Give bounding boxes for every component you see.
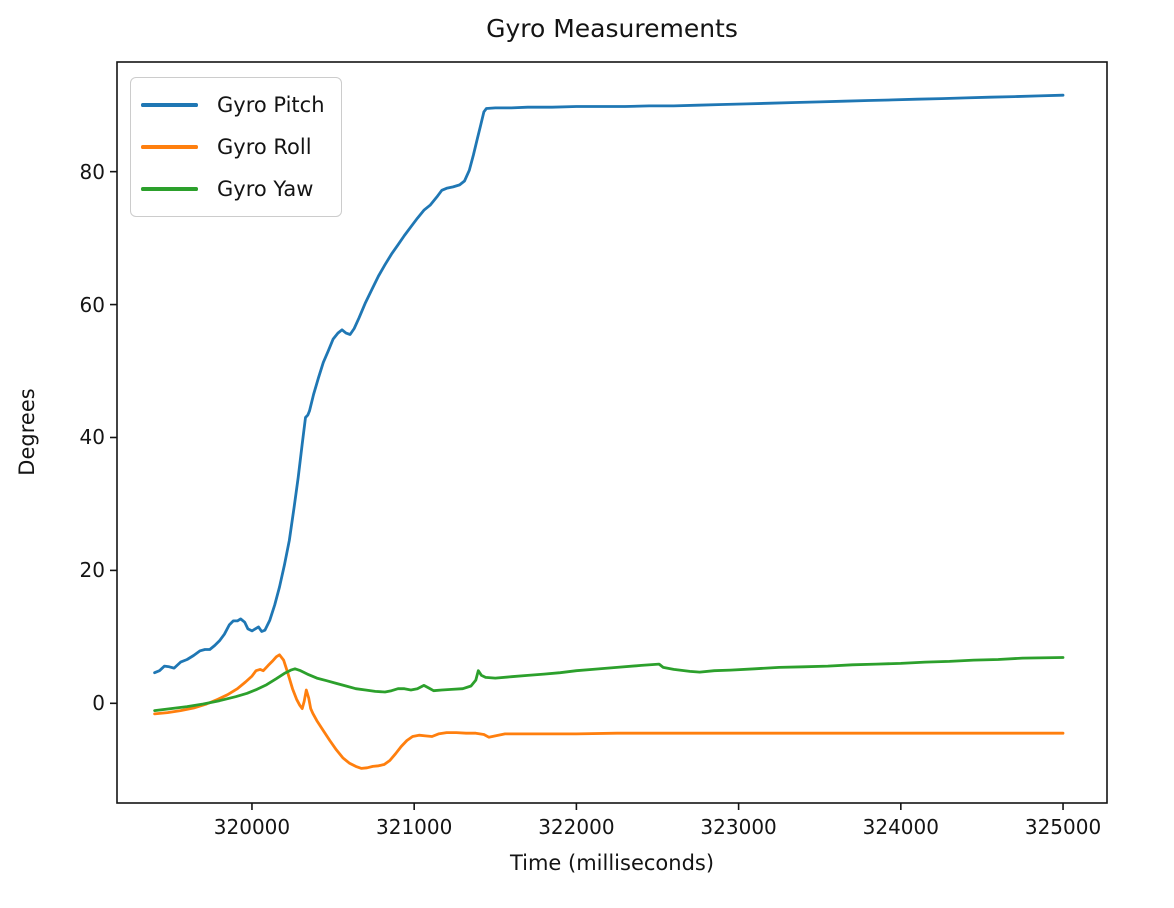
- x-tick-label: 324000: [862, 815, 939, 839]
- gyro-yaw-line: [153, 656, 1065, 712]
- axes-spines: [116, 61, 1108, 804]
- legend-label: Gyro Roll: [217, 135, 312, 159]
- legend-item: Gyro Yaw: [141, 168, 325, 210]
- legend-label: Gyro Pitch: [217, 93, 325, 117]
- legend-line-swatch: [141, 145, 198, 149]
- gyro-roll-line: [153, 653, 1065, 770]
- y-tick-label: 80: [79, 159, 105, 184]
- legend-item: Gyro Roll: [141, 126, 325, 168]
- y-tick-label: 40: [79, 425, 105, 450]
- gyro-pitch-line: [153, 93, 1065, 675]
- legend-line-swatch: [141, 187, 198, 191]
- x-tick-label: 320000: [213, 815, 291, 839]
- x-tick-label: 321000: [375, 815, 453, 839]
- y-axis-label: Degrees: [15, 388, 39, 476]
- y-tick-label: 60: [79, 292, 105, 317]
- y-tick-label: 0: [92, 691, 105, 716]
- chart-title: Gyro Measurements: [486, 14, 738, 43]
- legend-line-swatch: [141, 103, 198, 107]
- legend-label: Gyro Yaw: [217, 177, 314, 201]
- plot-canvas: [110, 61, 1108, 810]
- x-tick-label: 322000: [538, 815, 615, 839]
- x-tick-label: 323000: [700, 815, 777, 839]
- legend-item: Gyro Pitch: [141, 84, 325, 126]
- legend: Gyro Pitch Gyro Roll Gyro Yaw: [130, 77, 342, 217]
- x-tick-label: 325000: [1024, 815, 1102, 839]
- plot-area: Gyro Pitch Gyro Roll Gyro Yaw: [110, 61, 1108, 810]
- x-axis-label: Time (milliseconds): [509, 851, 715, 875]
- y-tick-label: 20: [79, 558, 105, 583]
